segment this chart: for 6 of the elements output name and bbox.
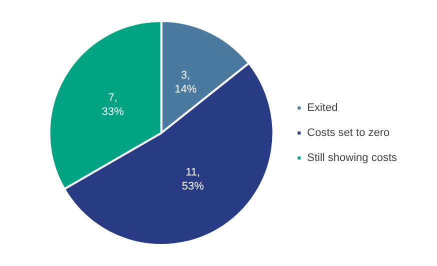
legend-label: Costs set to zero (307, 127, 390, 140)
data-label: 3, 14% (174, 70, 197, 96)
data-label: 11, 53% (182, 166, 204, 192)
legend-label: Exited (307, 102, 338, 114)
data-label: 7, 33% (102, 92, 124, 118)
legend-label: Still showing costs (307, 152, 398, 164)
